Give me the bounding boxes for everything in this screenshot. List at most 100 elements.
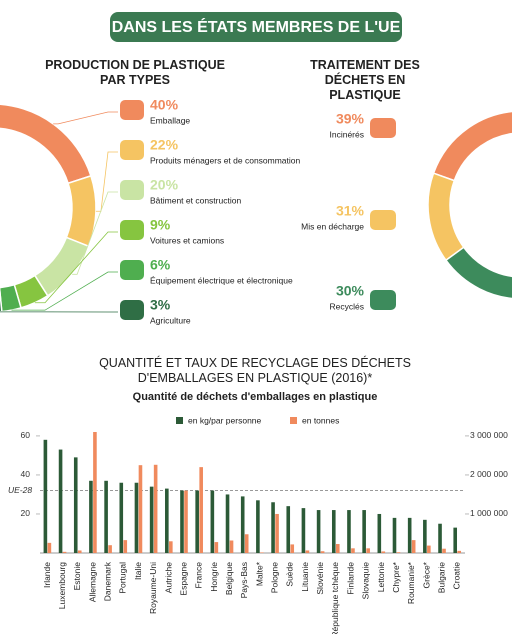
legend-swatch (290, 417, 297, 424)
bar (169, 541, 173, 553)
bar (180, 490, 184, 553)
x-tick-label: Croatie (452, 562, 462, 590)
donut-segment (0, 286, 3, 313)
x-tick-label: Lituanie (300, 562, 310, 592)
category-label: Agriculture (150, 315, 191, 325)
right-title: TRAITEMENT DES DÉCHETS EN PLASTIQUE (310, 58, 420, 102)
x-tick-label: Chypre* (391, 561, 401, 592)
bar (149, 486, 154, 553)
bar (396, 552, 401, 553)
x-tick-label: Espagne (178, 562, 188, 596)
bar (331, 510, 336, 553)
bar (47, 542, 52, 553)
y2-tick-label: 1 000 000 (470, 508, 508, 518)
icon (370, 210, 396, 230)
x-tick-label: Estonie (72, 562, 82, 591)
donut-segment (432, 110, 512, 182)
icon (120, 180, 144, 200)
x-tick-label: Pologne (270, 562, 280, 593)
bar (165, 488, 169, 553)
bar (214, 542, 219, 553)
icon (120, 300, 144, 320)
bar (89, 480, 93, 553)
y-tick-label: 60 (21, 430, 31, 440)
percent-label: 9% (150, 217, 171, 233)
bar (184, 490, 188, 553)
bar (366, 548, 370, 553)
category-label: Recyclés (330, 301, 364, 311)
icon (370, 118, 396, 138)
bar (58, 449, 63, 553)
leader-line (95, 151, 118, 212)
bar (320, 551, 325, 553)
x-tick-label: Portugal (118, 562, 128, 594)
x-tick-label: République tchèque (330, 562, 340, 634)
x-tick-label: Suède (285, 562, 295, 587)
y-tick-label: 20 (21, 508, 31, 518)
bar (316, 510, 321, 553)
banner (110, 12, 402, 42)
bar (210, 490, 215, 553)
icon (120, 220, 144, 240)
bar (240, 496, 245, 553)
bar (73, 457, 78, 553)
donut-segment (444, 246, 512, 300)
y2-tick-label: 3 000 000 (470, 430, 508, 440)
percent-label: 30% (336, 283, 365, 299)
bar (347, 510, 351, 553)
x-tick-label: Luxembourg (57, 562, 67, 610)
banner-title: DANS LES ÉTATS MEMBRES DE L'UE (112, 17, 401, 36)
reference-label: UE-28 (8, 485, 32, 495)
x-tick-label: Grèce* (421, 561, 431, 588)
bar (301, 508, 306, 553)
x-tick-label: Slovénie (315, 562, 325, 595)
bar (93, 432, 97, 553)
bar (351, 548, 355, 553)
donut-segment (427, 172, 465, 262)
x-tick-label: Allemagne (87, 562, 97, 602)
x-tick-label: Belgique (224, 562, 234, 595)
bar (229, 540, 234, 553)
y2-tick-label: 2 000 000 (470, 469, 508, 479)
bar (457, 550, 462, 553)
bar (335, 544, 340, 553)
bar (256, 500, 260, 553)
bar (134, 482, 139, 553)
icon (120, 100, 144, 120)
bar-subtitle: Quantité de déchets d'emballages en plas… (132, 391, 378, 403)
percent-label: 22% (150, 137, 179, 153)
percent-label: 31% (336, 203, 365, 219)
bar-title: QUANTITÉ ET TAUX DE RECYCLAGE DES DÉCHET… (99, 356, 411, 385)
bar (305, 550, 310, 553)
bar (108, 545, 112, 553)
bar (260, 552, 264, 553)
legend-label: en kg/par personne (188, 415, 262, 425)
bar (427, 545, 431, 553)
bar (225, 494, 230, 553)
icon (120, 260, 144, 280)
bar (119, 482, 124, 553)
bar (423, 519, 427, 553)
bar (411, 540, 416, 553)
bar (362, 510, 366, 553)
bar (407, 517, 412, 553)
bar (199, 467, 203, 553)
percent-label: 40% (150, 97, 179, 113)
leader-line (34, 231, 118, 304)
x-tick-label: Italie (133, 562, 143, 580)
x-tick-label: France (194, 562, 204, 589)
category-label: Emballage (150, 115, 190, 125)
bar (275, 513, 279, 553)
percent-label: 3% (150, 297, 171, 313)
leader-line (72, 191, 118, 275)
x-tick-label: Bulgarie (436, 562, 446, 593)
donut-segment (0, 103, 92, 185)
leader-line (53, 111, 118, 125)
bar (286, 506, 291, 553)
category-label: Incinérés (330, 129, 365, 139)
bar (244, 534, 249, 553)
left-title: PRODUCTION DE PLASTIQUE PAR TYPES (45, 58, 225, 87)
bar (77, 550, 82, 553)
x-tick-label: Malte* (254, 561, 264, 586)
bar (43, 439, 48, 553)
